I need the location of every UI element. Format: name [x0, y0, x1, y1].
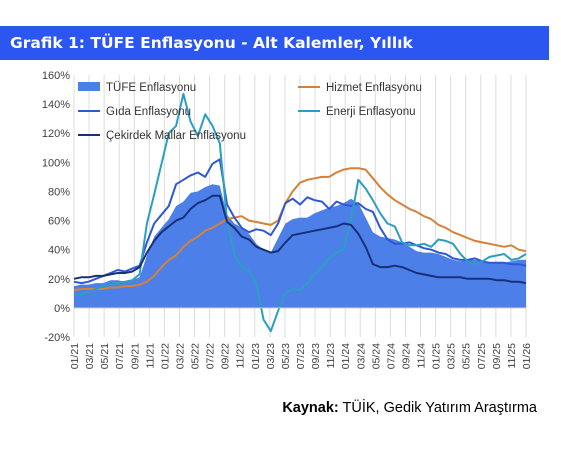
- inflation-chart: -20%0%20%40%60%80%100%120%140%160%01/21 0…: [42, 70, 533, 369]
- x-tick-label: 11/22: [235, 343, 247, 369]
- y-tick-label: 60%: [48, 216, 70, 228]
- x-tick-label: 09/22: [220, 343, 232, 369]
- source-label: Kaynak:: [282, 400, 339, 416]
- chart-area-series: [74, 184, 526, 308]
- x-tick-label: 05/23: [280, 343, 292, 369]
- x-tick-label: 07/21: [114, 343, 126, 369]
- y-tick-label: 120%: [42, 128, 70, 140]
- x-tick-label: 07/22: [205, 343, 217, 369]
- x-tick-label: 03/21: [84, 343, 96, 369]
- x-tick-label: 03/24: [355, 343, 367, 369]
- legend-label: Enerji Enflasyonu: [326, 106, 416, 118]
- y-tick-label: 80%: [48, 186, 70, 198]
- x-tick-label: 11/24: [416, 343, 428, 369]
- y-tick-label: -20%: [44, 332, 70, 344]
- series-line: [74, 92, 527, 333]
- x-tick-label: 07/24: [385, 343, 397, 369]
- legend-label: Hizmet Enflasyonu: [326, 82, 422, 94]
- x-tick-label: 09/24: [400, 343, 412, 369]
- y-tick-label: 20%: [48, 274, 70, 286]
- y-tick-label: 0%: [54, 303, 70, 315]
- source-text: TÜİK, Gedik Yatırım Araştırma: [342, 400, 537, 416]
- x-tick-label: 09/21: [129, 343, 141, 369]
- series-area: [74, 184, 526, 308]
- x-tick-label: 01/25: [431, 343, 443, 369]
- legend-swatch: [78, 82, 100, 91]
- x-tick-label: 11/23: [325, 343, 337, 369]
- x-tick-label: 03/23: [265, 343, 277, 369]
- x-tick-label: 11/21: [144, 343, 156, 369]
- legend-label: TÜFE Enflasyonu: [106, 82, 196, 94]
- x-tick-label: 01/22: [159, 343, 171, 369]
- legend-label: Çekirdek Mallar Enflasyonu: [106, 130, 246, 142]
- chart-line-series: [73, 92, 527, 333]
- y-tick-label: 100%: [42, 157, 70, 169]
- x-tick-label: 05/21: [99, 343, 111, 369]
- x-tick-label: 01/26: [521, 343, 533, 369]
- x-tick-label: 03/22: [174, 343, 186, 369]
- source-note: Kaynak: TÜİK, Gedik Yatırım Araştırma: [282, 400, 537, 416]
- x-tick-label: 01/21: [69, 343, 81, 369]
- x-tick-label: 07/25: [476, 343, 488, 369]
- x-tick-label: 07/23: [295, 343, 307, 369]
- x-tick-label: 03/25: [446, 343, 458, 369]
- chart-axes: -20%0%20%40%60%80%100%120%140%160%01/21 0…: [42, 70, 533, 369]
- y-tick-label: 160%: [42, 70, 70, 82]
- series-line: [73, 158, 527, 285]
- legend-label: Gıda Enflasyonu: [106, 106, 191, 118]
- series-line: [73, 167, 527, 292]
- x-tick-label: 01/23: [250, 343, 262, 369]
- series-line: [73, 194, 527, 285]
- x-tick-label: 09/23: [310, 343, 322, 369]
- y-tick-label: 140%: [42, 99, 70, 111]
- x-tick-label: 05/25: [461, 343, 473, 369]
- chart-title: Grafik 1: TÜFE Enflasyonu - Alt Kalemler…: [0, 26, 549, 60]
- x-tick-label: 11/25: [506, 343, 518, 369]
- x-tick-label: 05/24: [370, 343, 382, 369]
- y-tick-label: 40%: [48, 245, 70, 257]
- x-tick-label: 09/25: [491, 343, 503, 369]
- chart-legend: TÜFE Enflasyonu Hizmet Enflasyonu Gıda Enf…: [78, 82, 422, 142]
- x-tick-label: 05/22: [190, 343, 202, 369]
- x-tick-label: 01/24: [340, 343, 352, 369]
